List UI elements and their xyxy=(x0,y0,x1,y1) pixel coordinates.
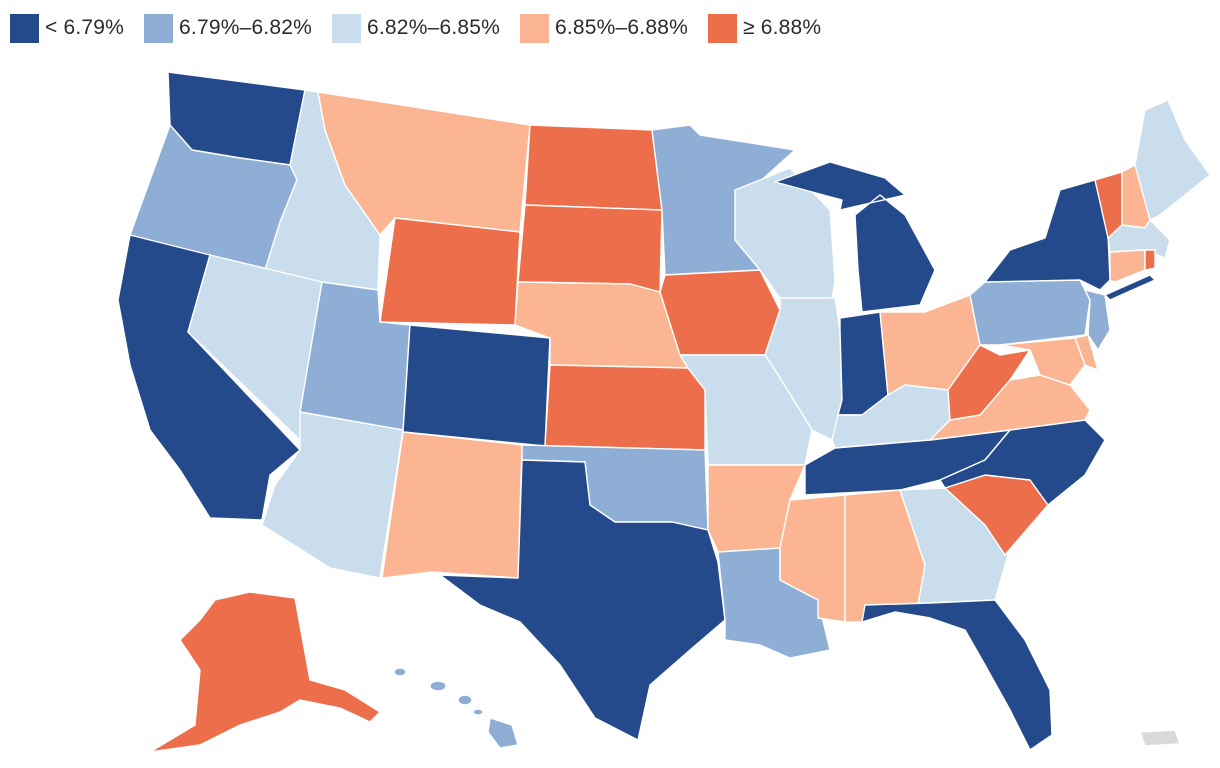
legend-item-c2: 6.79%–6.82% xyxy=(144,13,313,43)
state-IA[interactable] xyxy=(659,269,781,356)
state-FL[interactable] xyxy=(861,599,1053,751)
state-WV[interactable] xyxy=(947,344,1031,421)
legend-swatch-c5 xyxy=(707,13,737,43)
state-RI[interactable] xyxy=(1144,249,1156,271)
state-ND[interactable] xyxy=(524,124,663,211)
state-IL[interactable] xyxy=(764,297,843,441)
state-CT[interactable] xyxy=(1109,249,1146,283)
legend-label-c3: 6.82%–6.85% xyxy=(367,16,500,39)
state-KS[interactable] xyxy=(544,364,706,451)
state-PA[interactable] xyxy=(969,279,1091,346)
legend-swatch-c2 xyxy=(144,13,174,43)
state-CO[interactable] xyxy=(402,324,551,447)
state-DE[interactable] xyxy=(1074,334,1099,371)
legend-item-c1: < 6.79% xyxy=(10,13,125,43)
legend-label-c2: 6.79%–6.82% xyxy=(179,16,313,39)
state-TX[interactable] xyxy=(439,459,726,741)
legend-item-c5: ≥ 6.88% xyxy=(707,13,822,43)
state-NM[interactable] xyxy=(381,431,523,579)
state-NC[interactable] xyxy=(939,419,1106,506)
state-AK[interactable] xyxy=(149,591,381,753)
legend-item-c4: 6.85%–6.88% xyxy=(519,13,688,43)
legend-label-c5: ≥ 6.88% xyxy=(742,16,822,39)
state-MI[interactable] xyxy=(774,161,936,313)
legend-label-c1: < 6.79% xyxy=(45,16,125,39)
legend-label-c4: 6.85%–6.88% xyxy=(554,16,688,39)
legend-swatch-c3 xyxy=(332,13,362,43)
state-SD[interactable] xyxy=(517,204,663,293)
legend: < 6.79% 6.79%–6.82% 6.82%–6.85% 6.85%–6.… xyxy=(10,12,841,44)
legend-item-c3: 6.82%–6.85% xyxy=(332,13,500,43)
state-HI[interactable] xyxy=(393,667,519,749)
legend-swatch-c1 xyxy=(10,13,39,43)
state-WY[interactable] xyxy=(379,217,521,326)
state-ME[interactable] xyxy=(1134,99,1211,221)
territory-PR[interactable] xyxy=(1139,729,1181,747)
state-IN[interactable] xyxy=(837,311,889,416)
legend-swatch-c4 xyxy=(519,13,549,43)
